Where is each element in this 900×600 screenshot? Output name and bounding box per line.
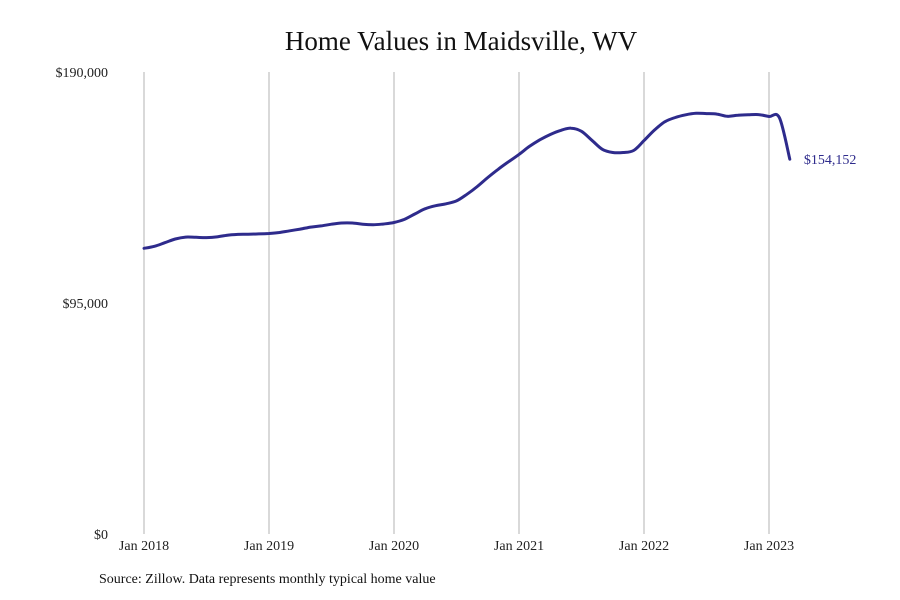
x-tick-label: Jan 2021 [494,539,544,554]
x-tick-label: Jan 2022 [619,539,669,554]
y-tick-label: $190,000 [56,66,109,81]
series-line [142,111,792,250]
x-tick-label: Jan 2019 [244,539,294,554]
end-value-label: $154,152 [804,153,857,168]
x-tick-label: Jan 2023 [744,539,794,554]
chart-source-note: Source: Zillow. Data represents monthly … [99,572,436,587]
x-tick-label: Jan 2020 [369,539,419,554]
y-tick-label: $95,000 [63,297,109,312]
chart-title: Home Values in Maidsville, WV [284,26,638,56]
x-tick-label: Jan 2018 [119,539,169,554]
y-tick-label: $0 [94,528,108,543]
